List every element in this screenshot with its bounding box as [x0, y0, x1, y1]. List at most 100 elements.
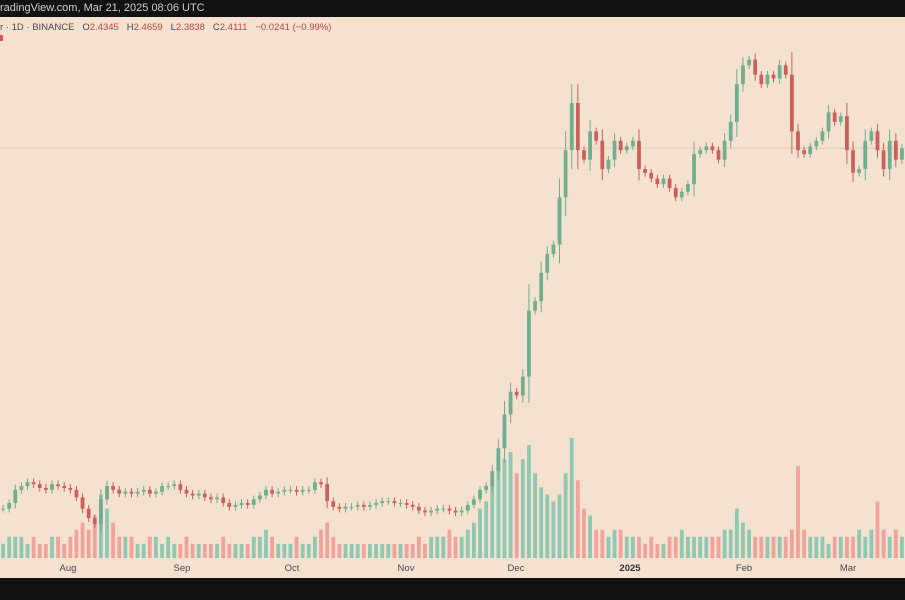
- volume-bar: [343, 543, 348, 558]
- volume-bar: [410, 543, 415, 558]
- volume-bar: [166, 536, 171, 558]
- candle-body: [435, 508, 440, 511]
- candle-body: [900, 148, 904, 160]
- candle-body: [282, 489, 287, 492]
- candle-body: [698, 150, 703, 154]
- candle-body: [300, 489, 305, 492]
- candle-body: [771, 74, 776, 79]
- candle-body: [545, 253, 550, 273]
- candle-body: [172, 484, 177, 487]
- open-label: O: [82, 22, 90, 33]
- candle-body: [637, 140, 641, 170]
- candle-body: [496, 448, 501, 471]
- candle-body: [215, 497, 219, 500]
- candle-body: [264, 489, 268, 496]
- volume-bar: [881, 529, 886, 558]
- volume-bar: [612, 529, 617, 558]
- volume-bar: [875, 501, 880, 558]
- volume-bar: [374, 543, 378, 558]
- volume-bar: [215, 543, 219, 558]
- candle-body: [135, 491, 140, 494]
- candle-body: [160, 486, 164, 492]
- volume-bar: [741, 522, 745, 558]
- candle-body: [331, 501, 336, 507]
- volume-bar: [759, 536, 764, 558]
- candle-body: [820, 131, 825, 141]
- candle-body: [582, 150, 586, 160]
- volume-bar: [111, 522, 116, 558]
- candle-body: [117, 489, 122, 494]
- candle-body: [166, 486, 171, 488]
- candle-body: [43, 487, 48, 490]
- candle-body: [686, 184, 690, 192]
- candle-body: [887, 140, 892, 170]
- candle-body: [881, 150, 886, 170]
- volume-bar: [325, 522, 330, 558]
- volume-bar: [710, 536, 715, 558]
- volume-bar: [545, 494, 550, 558]
- x-tick-label: Feb: [736, 563, 752, 574]
- candle-body: [447, 508, 452, 511]
- candle-body: [105, 486, 109, 500]
- candle-body: [704, 146, 709, 151]
- volume-bar: [233, 543, 238, 558]
- volume-bar: [270, 536, 275, 558]
- candle-body: [502, 414, 507, 449]
- change-value: −0.0241 (−0.99%): [255, 22, 332, 33]
- candle-body: [31, 482, 36, 485]
- candle-body: [423, 510, 427, 513]
- volume-bar: [92, 515, 97, 558]
- volume-bar: [435, 536, 440, 558]
- candle-body: [520, 376, 525, 396]
- volume-bar: [257, 536, 262, 558]
- candle-body: [869, 131, 874, 141]
- volume-bar: [355, 543, 360, 558]
- candle-body: [190, 493, 195, 496]
- volume-bar: [569, 438, 574, 558]
- candle-body: [465, 504, 470, 511]
- chart-area[interactable]: r · 1D · BINANCE O2.4345 H2.4659 L2.3838…: [0, 17, 905, 578]
- volume-bar: [202, 543, 207, 558]
- candle-body: [851, 150, 855, 173]
- candle-body: [728, 121, 733, 141]
- volume-bar: [129, 536, 134, 558]
- volume-bar: [7, 536, 12, 558]
- volume-bar: [294, 536, 299, 558]
- candle-body: [514, 391, 519, 396]
- candle-body: [404, 503, 409, 505]
- candle-body: [557, 197, 562, 245]
- candle-body: [453, 510, 458, 513]
- high-label: H: [126, 22, 134, 33]
- volume-bar: [594, 529, 599, 558]
- candle-body: [612, 140, 617, 160]
- candle-body: [796, 131, 800, 151]
- volume-bar: [808, 536, 813, 558]
- candle-body: [783, 65, 788, 75]
- candle-body: [386, 501, 391, 503]
- volume-bar: [160, 543, 164, 558]
- alert-marker-icon: [0, 35, 3, 41]
- volume-bar: [245, 543, 250, 558]
- volume-bar: [575, 480, 580, 558]
- bottom-bar: [0, 578, 905, 600]
- candle-body: [62, 486, 67, 488]
- candle-body: [129, 491, 134, 494]
- candle-body: [337, 506, 342, 509]
- volume-bar: [349, 543, 354, 558]
- volume-bar: [141, 543, 146, 558]
- candle-body: [355, 504, 360, 507]
- candle-body: [893, 140, 898, 160]
- candle-body: [845, 116, 849, 151]
- candle-body: [368, 504, 372, 507]
- volume-bar: [777, 536, 782, 558]
- candle-body: [490, 470, 495, 487]
- candle-body: [184, 489, 189, 494]
- candlestick-chart[interactable]: Aug Sep Oct Nov Dec 2025 Feb Mar: [0, 17, 905, 578]
- volume-bar: [533, 473, 537, 558]
- volume-bar: [80, 522, 85, 558]
- volume-bar: [851, 536, 855, 558]
- candle-body: [741, 65, 745, 85]
- candle-body: [111, 486, 116, 490]
- candle-body: [392, 501, 397, 504]
- candle-body: [245, 503, 250, 505]
